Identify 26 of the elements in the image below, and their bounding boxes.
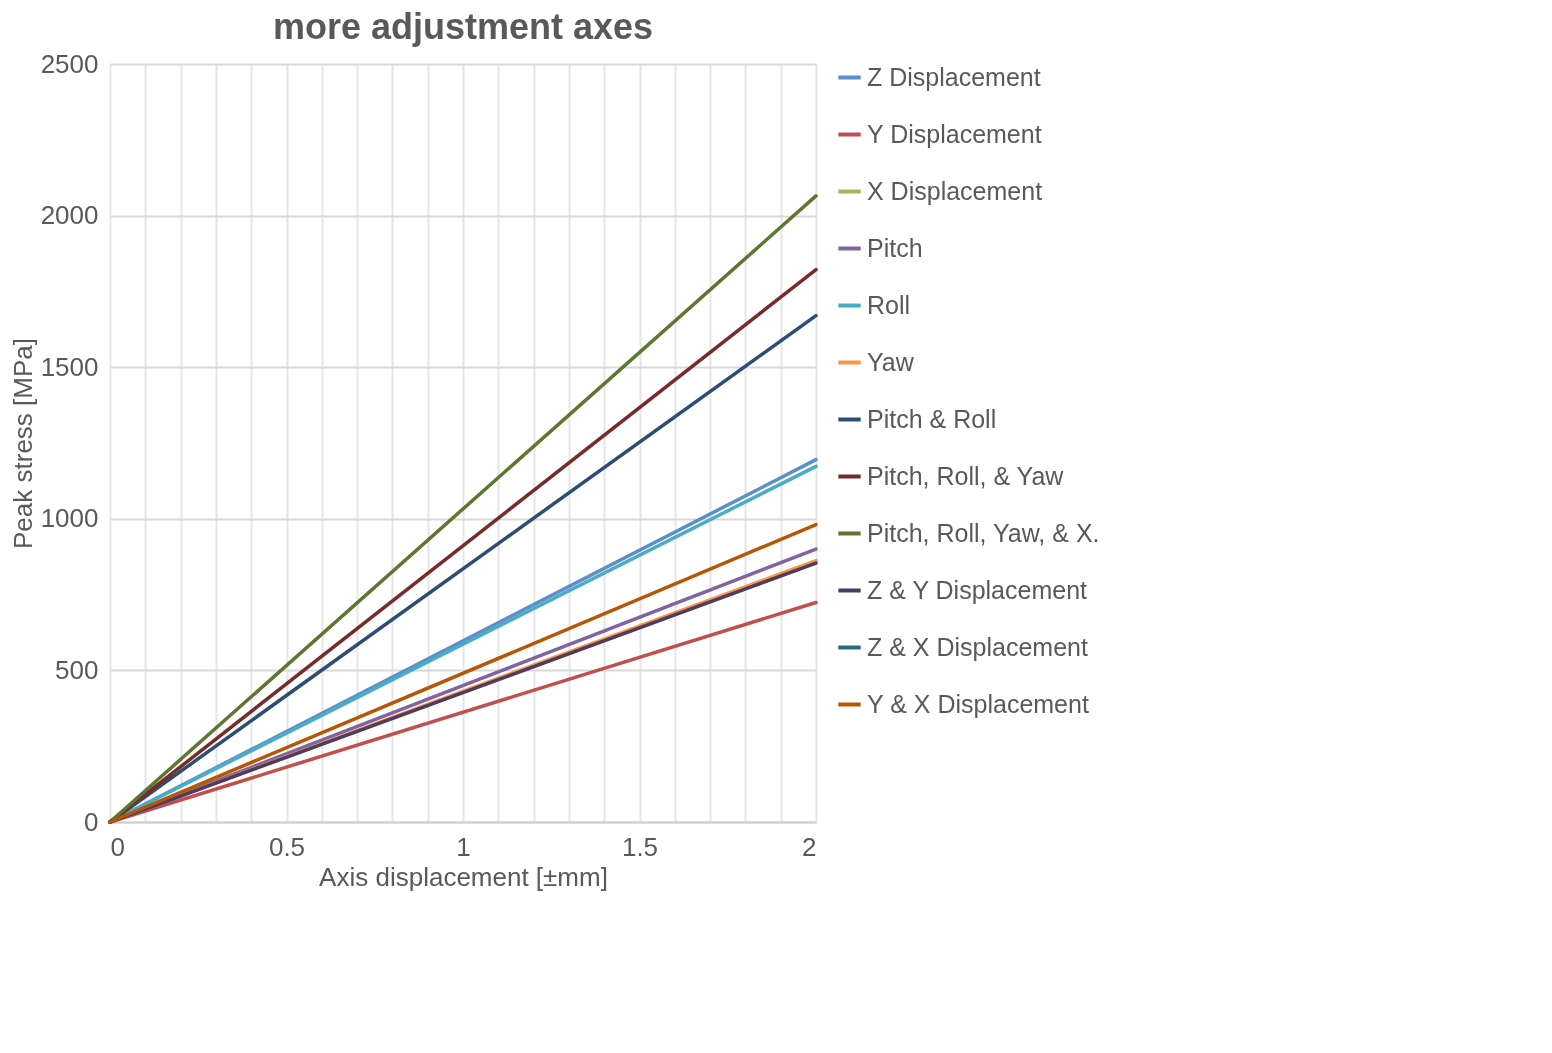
legend-label: Y Displacement [867,119,1042,148]
x-tick-label: 1.5 [621,831,659,862]
x-tick-label: 0.5 [268,831,306,862]
legend-label: Pitch & Roll [867,404,997,433]
x-axis-title: Axis displacement [±mm] [319,861,608,892]
legend-label: Roll [867,290,911,319]
legend-label: Z & Y Displacement [867,575,1088,604]
y-tick-label: 1500 [40,351,99,382]
y-tick-label: 0 [84,806,99,837]
y-tick-label: 500 [55,654,99,685]
x-tick-label: 0 [110,831,125,862]
legend-label: Pitch [867,233,923,262]
y-tick-label: 2000 [40,200,99,231]
y-tick-label: 1000 [40,503,99,534]
y-tick-label: 2500 [40,48,99,79]
y-axis-title: Peak stress [MPa] [7,338,38,549]
chart-title: more adjustment axes [272,6,654,47]
legend-label: Z & X Displacement [867,632,1088,661]
legend-label: Y & X Displacement [867,689,1089,718]
legend-label: X Displacement [867,176,1043,205]
legend-label: Pitch, Roll, & Yaw [867,461,1065,490]
x-tick-label: 1 [456,831,471,862]
x-tick-label: 2 [802,831,817,862]
legend-label: Yaw [867,347,915,376]
legend-label: Pitch, Roll, Yaw, & X. [867,518,1100,547]
legend-label: Z Displacement [867,62,1041,91]
